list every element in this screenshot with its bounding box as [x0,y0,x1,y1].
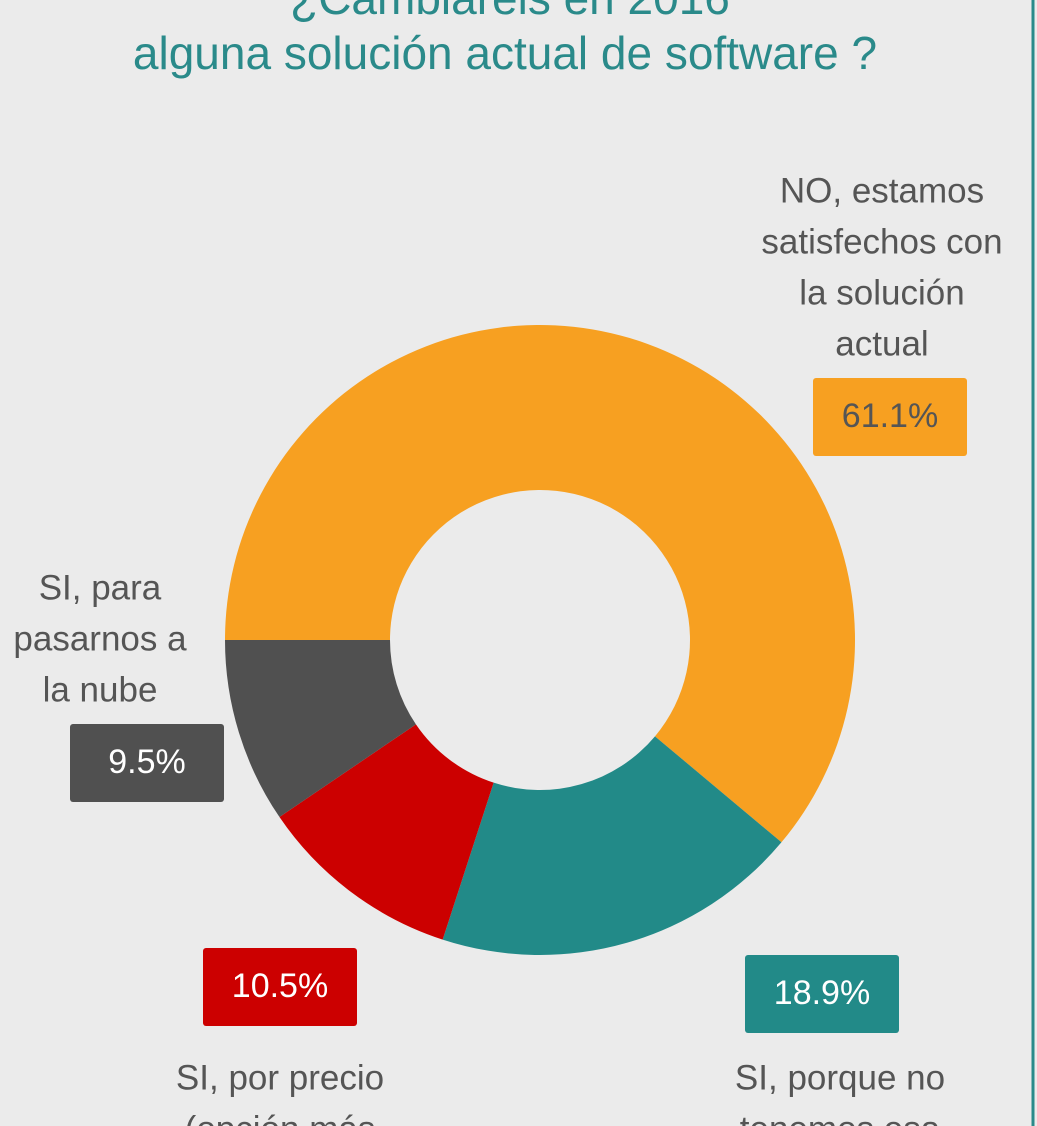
category-label: pasarnos a [13,619,187,658]
category-label: NO, estamos [780,171,984,210]
category-label: tenemos esa [740,1109,941,1126]
donut-segment [225,325,855,843]
category-label: la nube [43,670,158,709]
chart-title-line: ¿Cambiaréis en 2016 [290,0,730,24]
value-label-box [745,955,899,1033]
category-label: la solución [799,273,964,312]
category-label: SI, para [39,568,162,607]
category-label: satisfechos con [761,222,1002,261]
value-label-box [203,948,357,1026]
value-label: 9.5% [108,743,186,781]
category-label: actual [835,324,928,363]
category-label: (opción más [185,1109,376,1126]
donut-segment [225,640,416,818]
donut-segment [279,724,494,940]
value-label: 61.1% [842,397,938,435]
category-label: SI, por precio [176,1058,384,1097]
value-label: 18.9% [774,974,870,1012]
donut-segment [442,736,782,956]
value-label-box [70,724,224,802]
value-label-box [813,378,967,456]
value-label: 10.5% [232,967,328,1005]
chart-title-line: alguna solución actual de software ? [133,27,877,79]
category-label: SI, porque no [735,1058,945,1097]
